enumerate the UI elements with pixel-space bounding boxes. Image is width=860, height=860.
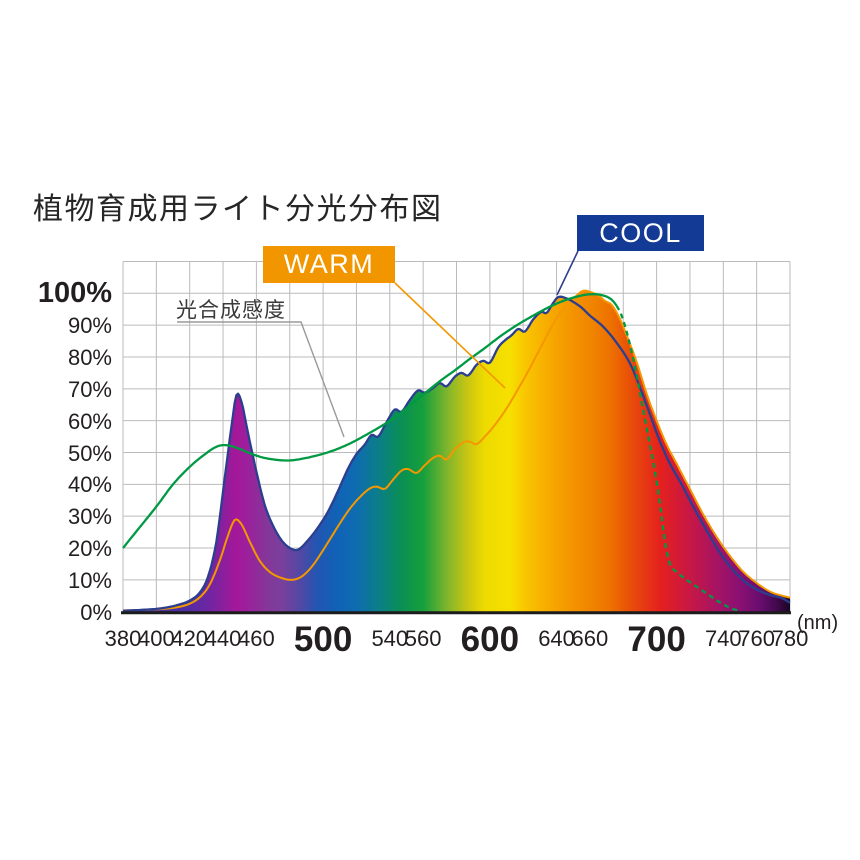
x-tick-label: 780 (771, 626, 809, 651)
spectrum-area (123, 290, 790, 612)
warm-legend-label: WARM (283, 249, 375, 279)
photosynthesis-curve-dashed (615, 305, 741, 612)
x-tick-label: 560 (404, 626, 442, 651)
warm-leader-line (394, 282, 506, 389)
x-tick-label: 500 (293, 620, 353, 659)
cool-legend-badge: COOL (577, 215, 704, 251)
y-tick-label: 30% (67, 504, 112, 530)
x-tick-label: 400 (137, 626, 175, 651)
y-tick-label: 80% (67, 344, 112, 370)
y-tick-label: 50% (67, 440, 112, 466)
x-tick-label: 760 (738, 626, 775, 651)
x-tick-label: 600 (460, 620, 520, 659)
cool-leader-line (556, 250, 579, 296)
y-tick-label: 60% (67, 408, 112, 434)
x-tick-label: 640 (538, 626, 575, 651)
cool-legend-label: COOL (599, 217, 682, 248)
x-tick-label: 740 (704, 626, 742, 651)
warm-curve (123, 289, 791, 612)
x-tick-label: 420 (171, 626, 209, 651)
warm-legend-badge: WARM (263, 246, 395, 283)
y-tick-label: 0% (80, 599, 112, 625)
x-tick-label: 540 (371, 626, 409, 651)
y-tick-label: 100% (37, 277, 112, 310)
y-tick-label: 10% (67, 567, 112, 593)
x-tick-label: 440 (204, 626, 242, 651)
cool-curve (123, 295, 791, 612)
page-title: 植物育成用ライト分光分布図 (33, 193, 443, 226)
x-tick-label: 460 (238, 626, 275, 651)
y-tick-label: 70% (67, 376, 112, 402)
photosynthesis-sensitivity-label: 光合成感度 (176, 299, 286, 322)
y-tick-label: 90% (67, 313, 112, 339)
x-tick-label: 700 (627, 620, 686, 659)
x-tick-label: 380 (104, 626, 142, 651)
y-tick-label: 20% (67, 536, 112, 562)
x-tick-label: 660 (571, 626, 609, 651)
photosynthesis-curve-solid (122, 293, 618, 549)
photosynthesis-leader-line (177, 321, 345, 438)
x-axis-unit-label: (nm) (797, 612, 839, 634)
y-tick-label: 40% (67, 472, 112, 498)
